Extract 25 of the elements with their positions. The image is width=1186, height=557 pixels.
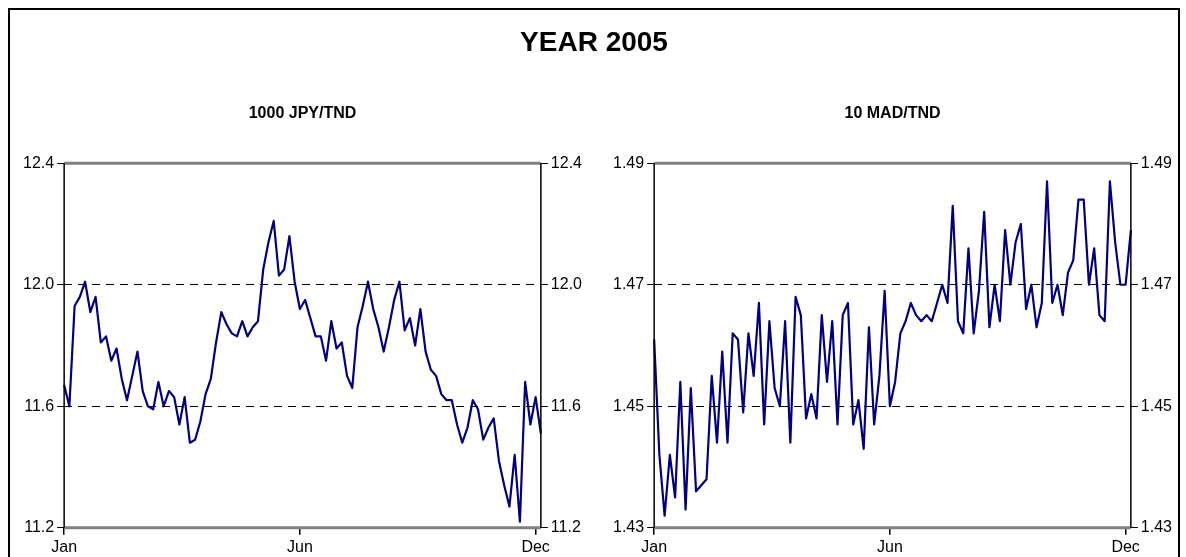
y-tick-label: 1.49 (613, 153, 645, 171)
y2-tick-label: 11.2 (550, 518, 581, 536)
y-tick-label: 1.43 (613, 518, 645, 536)
y2-tick-label: 1.49 (1140, 153, 1173, 171)
y-tick-label: 12.4 (23, 153, 55, 171)
chart-title: 1000 JPY/TND (248, 104, 357, 122)
y2-tick-label: 1.47 (1140, 275, 1173, 293)
y-tick-label: 11.6 (24, 396, 55, 414)
chart-title: 10 MAD/TND (844, 104, 941, 122)
y-tick-label: 11.2 (24, 518, 55, 536)
y2-tick-label: 12.4 (550, 153, 583, 171)
y-tick-label: 1.47 (613, 275, 645, 293)
x-tick-label: Jun (876, 537, 903, 555)
text: YEAR 2005 (519, 26, 669, 58)
y2-tick-label: 11.6 (550, 396, 581, 414)
y2-tick-label: 1.45 (1140, 396, 1173, 414)
x-tick-label: Jan (641, 537, 668, 555)
x-tick-label: Jun (286, 537, 313, 555)
y-tick-label: 1.45 (613, 396, 645, 414)
x-tick-label: Dec (1111, 537, 1140, 555)
x-tick-label: Jan (51, 537, 78, 555)
x-tick-label: Dec (521, 537, 550, 555)
y2-tick-label: 12.0 (550, 275, 583, 293)
y-tick-label: 12.0 (23, 275, 55, 293)
y2-tick-label: 1.43 (1140, 518, 1173, 536)
